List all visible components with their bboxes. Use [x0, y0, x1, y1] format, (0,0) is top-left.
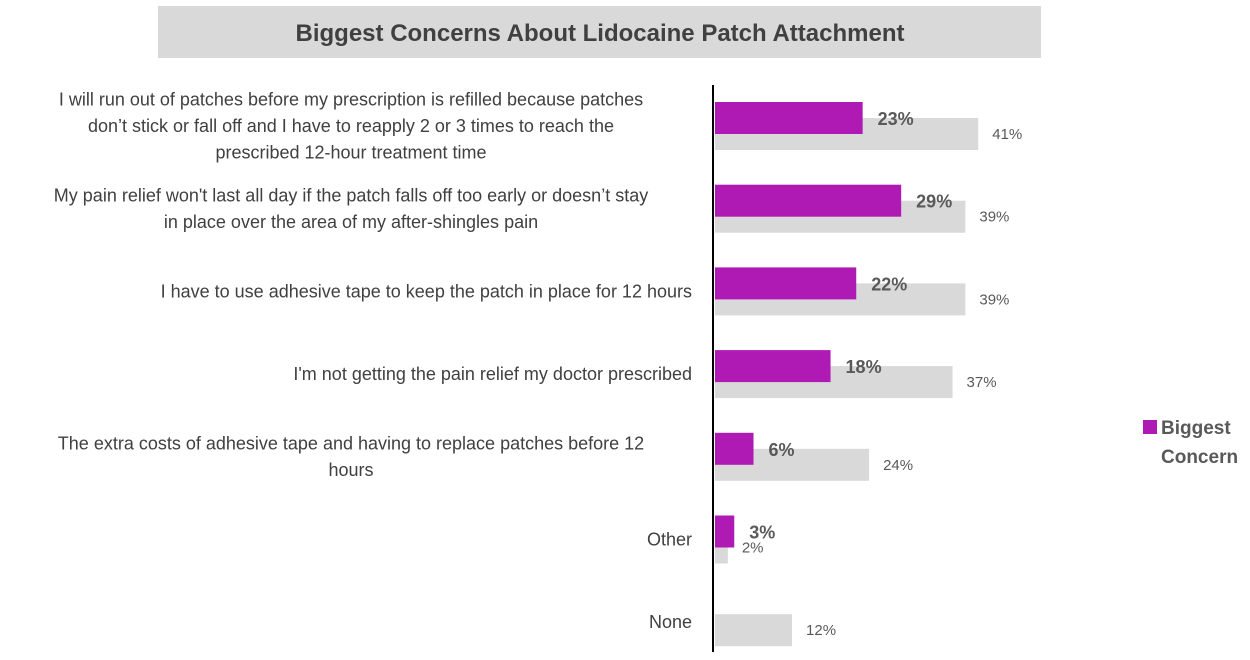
category-label-2: I have to use adhesive tape to keep the …: [161, 281, 692, 301]
value-label-primary-0: 23%: [878, 109, 914, 129]
bar-primary-5: [715, 515, 735, 548]
legend-label-biggest-concern: Biggest Concern: [1161, 418, 1238, 468]
legend: Biggest Concern: [1143, 418, 1238, 468]
bar-primary-3: [715, 350, 831, 383]
value-label-secondary-3: 37%: [967, 374, 997, 391]
category-labels: I will run out of patches before my pres…: [54, 90, 692, 633]
bar-primary-2: [715, 267, 857, 300]
value-label-secondary-6: 12%: [806, 622, 836, 639]
value-label-primary-2: 22%: [871, 274, 907, 294]
category-label-6: None: [649, 612, 692, 632]
title-background: [158, 6, 1041, 58]
value-label-primary-4: 6%: [769, 440, 795, 460]
category-label-1: My pain relief won't last all day if the…: [54, 185, 648, 232]
bar-primary-1: [715, 184, 902, 217]
value-label-secondary-1: 39%: [979, 209, 1009, 226]
bar-primary-0: [715, 102, 863, 134]
category-label-3: I'm not getting the pain relief my docto…: [293, 364, 692, 384]
legend-swatch-biggest-concern: [1143, 420, 1157, 434]
chart-title: Biggest Concerns About Lidocaine Patch A…: [296, 20, 905, 47]
value-label-secondary-5: 2%: [742, 540, 764, 557]
value-label-secondary-2: 39%: [979, 291, 1009, 308]
value-label-secondary-4: 24%: [883, 457, 913, 474]
value-labels: 41% 23% 39% 29% 39% 22% 37% 18% 24% 6% 2%3% 12%: [742, 109, 1022, 639]
category-label-5: Other: [647, 530, 692, 550]
bar-secondary-6: [715, 614, 793, 647]
value-label-primary-5: 3%: [749, 523, 775, 543]
category-label-0: I will run out of patches before my pres…: [59, 90, 643, 163]
value-label-secondary-0: 41%: [992, 126, 1022, 143]
bars-layer: [715, 102, 979, 647]
value-label-primary-1: 29%: [916, 192, 952, 212]
value-label-primary-3: 18%: [846, 357, 882, 377]
category-label-4: The extra costs of adhesive tape and hav…: [58, 434, 644, 481]
bar-primary-4: [715, 432, 754, 465]
